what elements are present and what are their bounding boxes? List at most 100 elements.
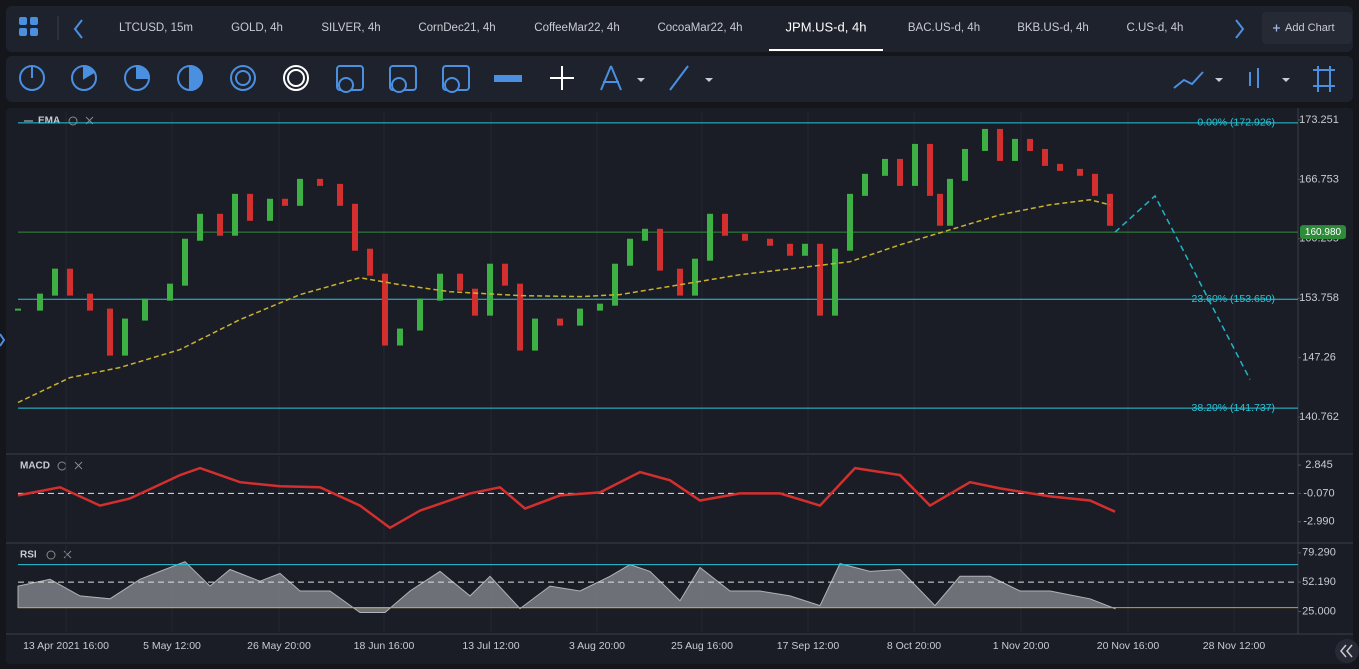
tab[interactable]: CoffeeMar22, 4h bbox=[534, 22, 619, 34]
x-tick-label: 25 Aug 16:00 bbox=[671, 640, 733, 652]
add-chart-label[interactable]: Add Chart bbox=[1285, 22, 1335, 34]
x-tick-label: 8 Oct 20:00 bbox=[887, 640, 941, 652]
x-tick-label: 20 Nov 16:00 bbox=[1097, 640, 1160, 652]
candle bbox=[417, 298, 423, 331]
candle bbox=[722, 213, 728, 236]
candle bbox=[642, 228, 648, 241]
timeframe-icons[interactable] bbox=[19, 64, 470, 93]
tab[interactable]: LTCUSD, 15m bbox=[119, 22, 193, 34]
x-tick-label: 28 Nov 12:00 bbox=[1203, 640, 1266, 652]
candle bbox=[997, 128, 1003, 161]
candle bbox=[677, 268, 683, 296]
candle bbox=[897, 158, 903, 186]
tab[interactable]: JPM.US-d, 4h bbox=[786, 19, 867, 34]
candle bbox=[67, 268, 73, 296]
candle bbox=[382, 273, 388, 346]
fib-label: 23.60% (153.650) bbox=[1192, 293, 1275, 305]
y-tick-label: 166.753 bbox=[1299, 173, 1339, 185]
tab[interactable]: SILVER, 4h bbox=[321, 22, 380, 34]
tab[interactable]: GOLD, 4h bbox=[231, 22, 283, 34]
candle bbox=[817, 243, 823, 316]
candle bbox=[532, 318, 538, 351]
close-icon[interactable] bbox=[74, 461, 83, 470]
side-panel-toggle[interactable] bbox=[0, 333, 6, 347]
projection-line bbox=[1114, 194, 1251, 380]
candle bbox=[197, 213, 203, 241]
tabs-prev[interactable] bbox=[73, 19, 83, 39]
candle bbox=[517, 283, 523, 351]
y-tick-label: -2.990 bbox=[1303, 516, 1334, 528]
grid-menu[interactable] bbox=[19, 17, 38, 36]
candle bbox=[767, 238, 773, 246]
candle bbox=[742, 233, 748, 241]
rsi-area bbox=[17, 561, 1116, 613]
candle bbox=[862, 173, 868, 196]
candle bbox=[142, 298, 148, 321]
candle bbox=[1012, 138, 1018, 161]
add-chart-button[interactable] bbox=[1262, 12, 1352, 44]
tab[interactable]: BAC.US-d, 4h bbox=[908, 22, 980, 34]
candle bbox=[657, 228, 663, 271]
close-icon[interactable] bbox=[63, 550, 72, 559]
candle bbox=[1077, 168, 1083, 176]
rsi-label: RSI bbox=[20, 550, 37, 561]
candle bbox=[337, 183, 343, 206]
candle bbox=[232, 193, 238, 236]
candle bbox=[962, 148, 968, 181]
candle bbox=[182, 238, 188, 286]
tab-bar bbox=[6, 6, 1353, 52]
candle bbox=[1042, 148, 1048, 166]
candle bbox=[787, 243, 793, 256]
candle bbox=[502, 263, 508, 286]
macd-line bbox=[17, 466, 1116, 530]
candle bbox=[1107, 193, 1113, 226]
x-tick-label: 3 Aug 20:00 bbox=[569, 640, 625, 652]
candle bbox=[597, 303, 603, 311]
current-price-label: 160.980 bbox=[1305, 227, 1342, 238]
tabs-next[interactable] bbox=[1235, 19, 1245, 39]
tool-icons[interactable] bbox=[494, 65, 1335, 92]
candle bbox=[912, 143, 918, 186]
y-tick-label: -0.070 bbox=[1303, 487, 1334, 499]
candle bbox=[37, 293, 43, 311]
candle bbox=[87, 293, 93, 311]
candle bbox=[692, 258, 698, 296]
plus-icon bbox=[1273, 24, 1280, 32]
x-tick-label: 13 Apr 2021 16:00 bbox=[23, 640, 109, 652]
x-tick-label: 17 Sep 12:00 bbox=[777, 640, 840, 652]
candle bbox=[367, 248, 373, 276]
tab[interactable]: CocoaMar22, 4h bbox=[657, 22, 742, 34]
candle bbox=[937, 193, 943, 226]
candle bbox=[847, 193, 853, 251]
candle bbox=[107, 308, 113, 356]
settings-icon[interactable] bbox=[46, 550, 56, 560]
y-tick-label: 147.26 bbox=[1302, 352, 1336, 364]
y-tick-label: 79.290 bbox=[1302, 547, 1336, 559]
fib-label: 38.20% (141.737) bbox=[1192, 402, 1275, 414]
candle bbox=[167, 283, 173, 301]
candle bbox=[317, 178, 323, 186]
candle bbox=[557, 318, 563, 326]
fib-label: 0.00% (172.926) bbox=[1197, 117, 1275, 129]
candle bbox=[352, 203, 358, 251]
candle bbox=[457, 273, 463, 291]
y-tick-label: 2.845 bbox=[1305, 459, 1333, 471]
tab[interactable]: C.US-d, 4h bbox=[1127, 22, 1184, 34]
tab[interactable]: BKB.US-d, 4h bbox=[1017, 22, 1089, 34]
candle bbox=[1092, 173, 1098, 196]
candle bbox=[947, 178, 953, 226]
ema-line bbox=[17, 199, 1111, 404]
ema-label: EMA bbox=[38, 116, 60, 127]
candle bbox=[627, 238, 633, 266]
candle bbox=[1057, 163, 1063, 171]
candle bbox=[832, 248, 838, 316]
candle bbox=[472, 288, 478, 316]
candle bbox=[982, 128, 988, 151]
candle bbox=[15, 308, 21, 311]
tab[interactable]: CornDec21, 4h bbox=[418, 22, 495, 34]
settings-icon[interactable] bbox=[68, 116, 78, 126]
candle bbox=[297, 178, 303, 206]
candle bbox=[612, 263, 618, 306]
macd-label: MACD bbox=[20, 461, 50, 472]
